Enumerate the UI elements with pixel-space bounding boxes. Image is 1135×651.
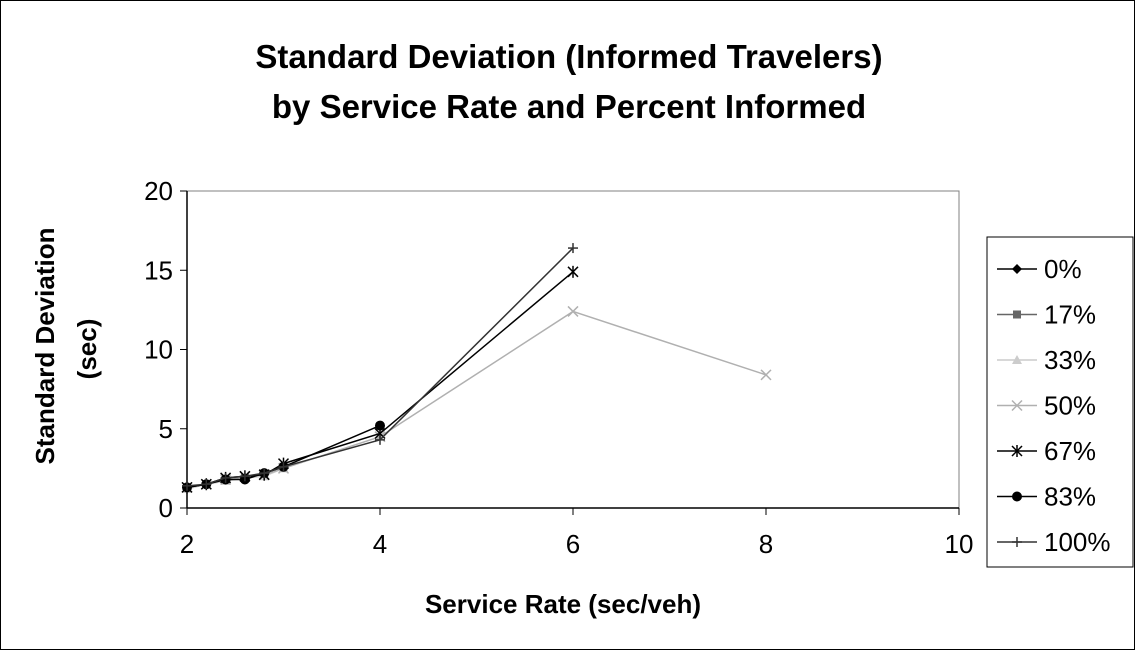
legend-marker-17pct — [1013, 310, 1021, 319]
x-tick-label: 8 — [759, 529, 773, 559]
legend-label: 0% — [1044, 254, 1082, 284]
y-tick-label: 15 — [144, 255, 173, 285]
data-point-100pct — [278, 461, 289, 472]
data-point-100pct — [375, 434, 385, 445]
data-point-50pct — [760, 369, 772, 381]
legend-marker-100pct — [1012, 537, 1022, 547]
x-axis-title: Service Rate (sec/veh) — [425, 589, 701, 619]
legend-item-17pct: 17% — [997, 300, 1096, 330]
x-tick-label: 4 — [373, 529, 387, 559]
chart-title-line-1: Standard Deviation (Informed Travelers) — [255, 38, 882, 75]
legend-item-100pct: 100% — [997, 527, 1111, 557]
x-tick-label: 2 — [180, 529, 194, 559]
legend: 0% 17% 33% 50% 67% 83% 100% — [997, 254, 1111, 557]
legend-marker-83pct — [1012, 491, 1022, 502]
legend-item-50pct: 50% — [997, 391, 1096, 421]
data-point-50pct — [567, 305, 579, 317]
legend-label: 33% — [1044, 345, 1096, 375]
legend-marker-0pct — [1012, 264, 1022, 274]
legend-label: 17% — [1044, 300, 1096, 330]
data-point-100pct — [182, 480, 192, 491]
legend-item-33pct: 33% — [997, 345, 1096, 375]
y-tick-label: 0 — [159, 493, 173, 523]
legend-label: 50% — [1044, 391, 1096, 421]
x-tick-label: 6 — [566, 529, 580, 559]
legend-box — [986, 236, 1134, 568]
data-point-67pct — [567, 265, 579, 278]
legend-label: 67% — [1044, 436, 1096, 466]
data-point-100pct — [220, 472, 231, 483]
data-point-100pct — [239, 471, 250, 482]
legend-item-67pct: 67% — [997, 436, 1096, 466]
y-tick-label: 10 — [144, 335, 173, 365]
series-layer — [181, 243, 772, 494]
data-point-100pct — [201, 479, 212, 490]
legend-label: 83% — [1044, 482, 1096, 512]
series-100pct — [182, 243, 578, 491]
data-point-100pct — [259, 468, 270, 479]
y-tick-label: 5 — [159, 414, 173, 444]
y-tick-label: 20 — [144, 176, 173, 206]
data-point-100pct — [568, 243, 578, 254]
y-axis-title-line-2: (sec) — [72, 319, 102, 380]
legend-item-0pct: 0% — [997, 254, 1082, 284]
legend-marker-50pct — [1011, 399, 1023, 412]
axes-layer: 0 5 10 15 20 2 4 6 8 10 — [144, 176, 973, 559]
plot-area — [186, 190, 960, 509]
legend-item-83pct: 83% — [997, 482, 1096, 512]
data-point-83pct — [375, 420, 385, 431]
series-line-100pct — [186, 247, 574, 487]
legend-marker-67pct — [1011, 445, 1023, 457]
y-axis-title-line-1: Standard Deviation — [30, 228, 60, 465]
x-tick-label: 10 — [945, 529, 974, 559]
legend-label: 100% — [1044, 527, 1111, 557]
legend-marker-33pct — [1012, 355, 1022, 364]
chart-title-line-2: by Service Rate and Percent Informed — [272, 88, 866, 125]
